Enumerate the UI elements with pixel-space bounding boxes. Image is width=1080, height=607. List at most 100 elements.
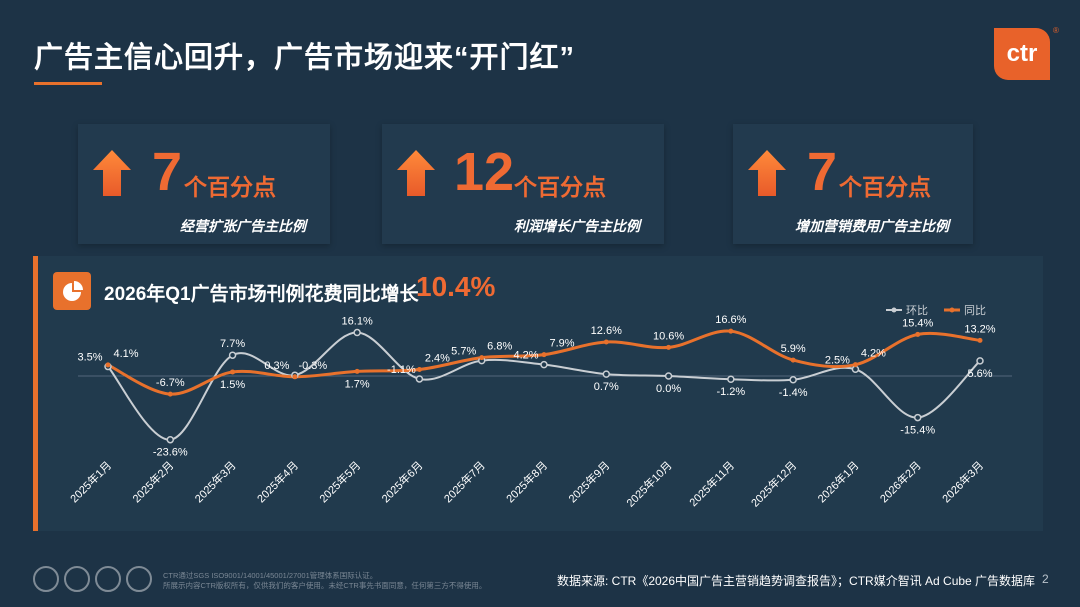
data-point-yoy [416,367,422,373]
data-label-mom: 2.5% [825,354,850,366]
kpi-value: 12 [454,142,515,202]
x-tick-label: 2025年2月 [129,458,176,505]
data-point-yoy [977,337,983,343]
data-point-yoy [230,369,236,375]
data-point-yoy [354,368,360,374]
data-point-yoy [603,339,609,345]
data-label-mom: -15.4% [900,425,935,437]
x-tick-label: 2025年7月 [441,458,488,505]
data-point-yoy [541,352,547,358]
x-tick-label: 2025年6月 [378,458,425,505]
data-label-mom: 7.7% [220,338,245,350]
data-point-yoy [852,362,858,368]
legend-label-mom: 环比 [906,304,928,317]
data-label-yoy: 7.9% [549,338,574,350]
x-tick-label: 2026年2月 [877,458,924,505]
data-point-mom [540,360,548,369]
x-tick-label: 2025年8月 [503,458,550,505]
data-point-mom [976,357,984,365]
x-tick-label: 2025年3月 [192,458,239,505]
chart-accent-bar [33,256,38,531]
data-label-yoy: 2.4% [425,353,450,365]
data-label-yoy: 16.6% [715,314,746,326]
x-tick-label: 2025年12月 [748,458,799,509]
page-number: 2 [1042,572,1049,586]
arrow-up-icon [397,150,435,196]
certification-badge [126,566,152,592]
data-label-mom: 0.3% [264,360,289,372]
data-label-yoy: 10.6% [653,330,684,342]
data-label-mom: 16.1% [342,316,373,328]
data-label-yoy: 6.8% [487,341,512,353]
legend-marker-yoy [949,307,955,313]
data-point-yoy [728,328,734,334]
data-label-mom: 0.0% [656,383,681,395]
x-tick-label: 2025年10月 [623,458,674,509]
pie-chart-icon [53,272,91,310]
data-point-yoy [666,344,672,350]
logo-registered-mark: ® [1053,26,1059,35]
data-point-mom [353,328,361,337]
kpi-label: 增加营销费用广告主比例 [795,218,949,234]
data-label-mom: 0.7% [594,381,619,393]
data-label-yoy: 4.2% [861,348,886,360]
chart-panel [33,256,1043,531]
legend-marker-mom [891,307,897,313]
data-label-yoy: 13.2% [964,323,995,335]
data-label-mom: -1.2% [716,386,745,398]
x-tick-label: 2025年11月 [686,458,737,509]
kpi-value: 7 [152,142,183,202]
data-label-mom: -23.6% [153,447,188,459]
kpi-value: 7 [807,142,838,202]
data-label-mom: -1.1% [387,364,416,376]
data-source: 数据来源: CTR《2026中国广告主营销趋势调查报告》；CTR媒介智讯 Ad … [557,574,1036,588]
x-tick-label: 2025年1月 [67,458,114,505]
arrow-up-icon [93,150,131,196]
certification-badge [33,566,59,592]
data-point-mom [415,375,424,383]
ctr-logo: ctr [994,28,1050,80]
certification-badge [95,566,121,592]
data-label-yoy: -6.7% [156,377,185,389]
data-point-mom [727,375,735,383]
data-point-yoy [292,374,298,380]
x-tick-label: 2025年5月 [316,458,363,505]
kpi-unit: 个百分点 [839,174,931,200]
data-label-mom: -1.4% [779,387,808,399]
data-point-yoy [915,331,921,337]
data-label-yoy: 5.9% [781,343,806,355]
data-point-mom [602,370,611,378]
x-tick-label: 2026年1月 [814,458,861,505]
data-point-mom [664,372,673,380]
data-point-mom [228,351,237,359]
kpi-unit: 个百分点 [184,174,276,200]
data-label-mom: 4.2% [513,350,538,362]
data-label-yoy: 1.5% [220,379,245,391]
kpi-label: 经营扩张广告主比例 [180,218,306,234]
x-tick-label: 2025年4月 [254,458,301,505]
certification-text: CTR通过SGS ISO9001/14001/45001/27001管理体系国际… [163,571,486,591]
data-label-mom: 3.5% [77,352,102,364]
data-point-yoy [105,362,111,368]
kpi-label: 利润增长广告主比例 [514,218,640,234]
data-point-yoy [479,355,485,361]
certification-badge [64,566,90,592]
legend-label-yoy: 同比 [964,304,986,317]
copyright-line: 所展示内容CTR版权所有，仅供我们的客户使用。未经CTR事先书面同意，任何第三方… [163,581,487,590]
kpi-unit: 个百分点 [514,174,606,200]
chart-highlight-value: 10.4% [416,271,496,302]
data-label-yoy: 15.4% [902,317,933,329]
series-line-yoy [107,329,981,396]
arrow-up-icon [748,150,786,196]
x-tick-label: 2026年3月 [939,458,986,505]
data-point-yoy [167,391,173,397]
data-label-yoy: -0.3% [298,360,327,372]
kpi-card-profit: 12 个百分点 利润增长广告主比例 [382,124,664,244]
data-label-mom: 5.6% [967,368,992,380]
data-point-mom [789,376,797,384]
data-label-yoy: 4.1% [113,348,138,360]
x-tick-label: 2025年9月 [565,458,612,505]
data-point-yoy [790,357,796,363]
certification-line: CTR通过SGS ISO9001/14001/45001/27001管理体系国际… [163,571,378,580]
